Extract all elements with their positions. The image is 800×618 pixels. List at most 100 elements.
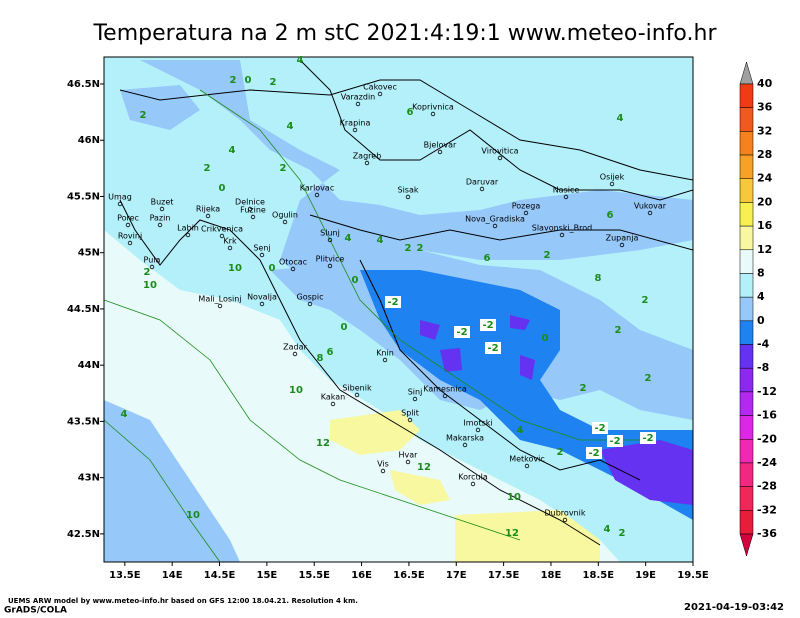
contour-label: 2 xyxy=(140,110,147,121)
city-dot xyxy=(259,301,265,307)
contour-label: 0 xyxy=(341,322,348,333)
city-label: Umag xyxy=(108,193,132,202)
contour-label: 0 xyxy=(219,183,226,194)
contour-label: 12 xyxy=(316,438,330,449)
colorbar-arrow-bottom xyxy=(739,533,754,557)
contour-label: 4 xyxy=(229,145,236,156)
city-label: Korcula xyxy=(458,473,488,482)
y-tick-label: 46N xyxy=(78,135,100,146)
city-label: Daruvar xyxy=(466,178,499,187)
city-dot xyxy=(462,442,468,448)
contour-label: 6 xyxy=(327,347,334,358)
contour-label: 10 xyxy=(228,263,242,274)
colorbar-label: -8 xyxy=(757,361,769,374)
city-dot xyxy=(352,127,358,133)
city-dot xyxy=(330,401,336,407)
temperature-field xyxy=(104,57,693,562)
city-dot xyxy=(117,201,123,207)
colorbar-band xyxy=(739,273,754,298)
city-dot xyxy=(559,232,565,238)
contour-label-bg xyxy=(454,326,470,338)
contour-label: 2 xyxy=(642,295,649,306)
contour-label: 6 xyxy=(484,253,491,264)
contour-label: 2 xyxy=(280,163,287,174)
city-label: Pula xyxy=(144,256,161,265)
city-label: Crikvenica xyxy=(201,225,243,234)
city-dot xyxy=(619,242,625,248)
city-label: Metkovic xyxy=(509,455,545,464)
city-label: Pozega xyxy=(512,202,541,211)
contour-label-bg xyxy=(592,422,608,434)
colorbar-band xyxy=(739,83,754,108)
contour-label: 2 xyxy=(615,325,622,336)
contour-label-bg xyxy=(385,296,401,308)
city-label: Sisak xyxy=(397,186,418,195)
city-label: Virovitica xyxy=(481,147,518,156)
city-label: Imotski xyxy=(463,419,492,428)
city-dot xyxy=(307,301,313,307)
colorbar-label: -32 xyxy=(757,503,777,516)
city-dot xyxy=(647,210,653,216)
colorbar-label: 12 xyxy=(757,243,772,256)
colorbar-label: -28 xyxy=(757,480,777,493)
contour-label: 10 xyxy=(289,385,303,396)
colorbar-band xyxy=(739,367,754,393)
x-tick-label: 16E xyxy=(351,570,372,581)
city-label: Sibenik xyxy=(342,384,372,393)
city-label: Delnice xyxy=(235,198,265,207)
city-label: Kakan xyxy=(321,393,345,402)
colorbar-label: 0 xyxy=(757,314,765,327)
city-label: Karlovac xyxy=(300,184,334,193)
y-tick-label: 45.5N xyxy=(67,191,100,202)
city-label: Zupanja xyxy=(606,234,639,243)
city-dot xyxy=(149,264,155,270)
y-tick-label: 43.5N xyxy=(67,416,100,427)
contour-label: 10 xyxy=(186,510,200,521)
city-dot xyxy=(382,357,388,363)
contour-label: -2 xyxy=(642,433,653,444)
contour-label: 4 xyxy=(377,235,384,246)
contour-label: 2 xyxy=(619,528,626,539)
colorbar-band xyxy=(739,391,754,416)
city-dot xyxy=(470,481,476,487)
city-dot xyxy=(430,111,436,117)
colorbar-band xyxy=(739,344,754,369)
contour-label: 4 xyxy=(604,524,611,535)
city-label: Nova_Gradiska xyxy=(465,215,525,224)
city-dot xyxy=(217,303,223,309)
city-label: Krapina xyxy=(340,119,371,128)
colorbar-label: 8 xyxy=(757,266,765,279)
contour-label: 0 xyxy=(542,333,549,344)
city-label: Zagreb xyxy=(353,152,382,161)
colorbar-label: 32 xyxy=(757,124,772,137)
city-label: Varazdin xyxy=(341,93,376,102)
contour-label: -2 xyxy=(456,327,467,338)
map-frame xyxy=(103,56,694,563)
colorbar-label: -16 xyxy=(757,409,777,422)
colorbar-band xyxy=(739,131,754,156)
city-label: Bjelovar xyxy=(424,141,457,150)
footer-time: 2021-04-19-03:42 xyxy=(684,602,784,613)
city-dot xyxy=(127,240,133,246)
city-label: Senj xyxy=(253,244,270,253)
contour-label-bg xyxy=(480,319,496,331)
colorbar-band xyxy=(739,296,754,322)
y-tick-label: 43N xyxy=(78,473,100,484)
colorbar-label: -20 xyxy=(757,432,777,445)
contour-label: 4 xyxy=(617,113,624,124)
city-dot xyxy=(185,232,191,238)
colorbar-label: -24 xyxy=(757,456,777,469)
contour-label: 2 xyxy=(645,373,652,384)
colorbar-arrow-top xyxy=(739,61,754,85)
contour-label: -2 xyxy=(387,297,398,308)
city-dot xyxy=(250,214,256,220)
contour-label-bg xyxy=(607,435,623,447)
city-label: Vis xyxy=(377,460,389,469)
contour-label: 2 xyxy=(270,77,277,88)
colorbar-band xyxy=(739,154,754,179)
city-dot xyxy=(497,155,503,161)
y-tick-label: 45N xyxy=(78,248,100,259)
x-tick-label: 19.5E xyxy=(677,570,709,581)
city-label: Zadar xyxy=(283,343,307,352)
contour-label: -2 xyxy=(594,423,605,434)
